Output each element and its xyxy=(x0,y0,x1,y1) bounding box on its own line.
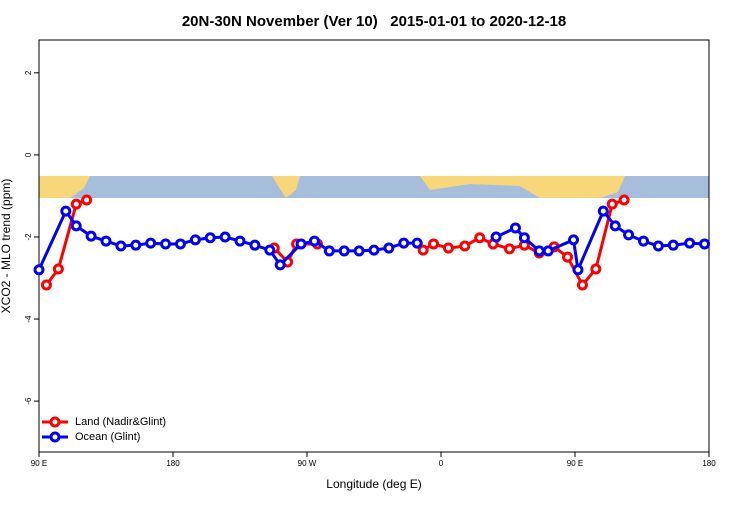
point xyxy=(249,239,261,251)
point xyxy=(85,230,97,242)
y-tick-label: 0 xyxy=(24,152,33,157)
point xyxy=(219,231,231,243)
legend-marker xyxy=(49,431,61,443)
point xyxy=(637,235,649,247)
point xyxy=(81,194,93,206)
point xyxy=(509,222,521,234)
y-axis-label: XCO2 - MLO trend (ppm) xyxy=(0,179,13,314)
x-tick-label: 180 xyxy=(702,459,716,468)
point xyxy=(323,245,335,257)
point xyxy=(383,242,395,254)
point xyxy=(533,245,545,257)
point xyxy=(33,264,45,276)
point xyxy=(576,279,588,291)
point xyxy=(562,251,574,263)
point xyxy=(189,234,201,246)
legend-label: Land (Nadir&Glint) xyxy=(75,416,166,428)
point xyxy=(145,237,157,249)
point xyxy=(100,235,112,247)
point xyxy=(130,239,142,251)
point xyxy=(503,243,515,255)
point xyxy=(52,263,64,275)
point xyxy=(204,232,216,244)
point xyxy=(597,205,609,217)
point xyxy=(115,240,127,252)
point xyxy=(398,237,410,249)
x-tick-label: 90 W xyxy=(298,459,317,468)
chart-title: 20N-30N November (Ver 10) 2015-01-01 to … xyxy=(182,13,566,30)
point xyxy=(295,238,307,250)
point xyxy=(160,238,172,250)
series-line xyxy=(37,208,705,276)
point xyxy=(606,198,618,210)
x-tick-label: 0 xyxy=(439,459,444,468)
point xyxy=(442,242,454,254)
map-land xyxy=(420,176,625,198)
legend-marker xyxy=(49,416,61,428)
point xyxy=(411,237,423,249)
y-tick-label: -2 xyxy=(24,233,33,241)
point xyxy=(70,198,82,210)
point xyxy=(274,259,286,271)
x-tick-label: 180 xyxy=(166,459,180,468)
point xyxy=(590,263,602,275)
point xyxy=(40,279,52,291)
point xyxy=(568,234,580,246)
x-tick-label: 90 E xyxy=(31,459,47,468)
legend-label: Ocean (Glint) xyxy=(75,431,140,443)
point xyxy=(60,205,72,217)
point xyxy=(308,235,320,247)
point xyxy=(70,220,82,232)
y-tick-label: -6 xyxy=(24,397,33,405)
map-land xyxy=(39,176,90,198)
point xyxy=(652,240,664,252)
point xyxy=(417,244,429,256)
point xyxy=(234,235,246,247)
point xyxy=(667,239,679,251)
point xyxy=(572,264,584,276)
point xyxy=(264,244,276,256)
point xyxy=(428,238,440,250)
point xyxy=(623,229,635,241)
point xyxy=(618,194,630,206)
point xyxy=(684,237,696,249)
point xyxy=(459,240,471,252)
point xyxy=(490,231,502,243)
point xyxy=(353,245,365,257)
x-axis-label: Longitude (deg E) xyxy=(326,477,421,491)
map-land xyxy=(272,176,300,198)
x-tick-label: 90 E xyxy=(567,459,583,468)
point xyxy=(542,245,554,257)
y-tick-label: 2 xyxy=(24,70,33,75)
point xyxy=(609,220,621,232)
point xyxy=(699,238,711,250)
point xyxy=(174,238,186,250)
point xyxy=(474,232,486,244)
point xyxy=(368,244,380,256)
point xyxy=(338,245,350,257)
point xyxy=(518,232,530,244)
y-tick-label: -4 xyxy=(24,315,33,323)
